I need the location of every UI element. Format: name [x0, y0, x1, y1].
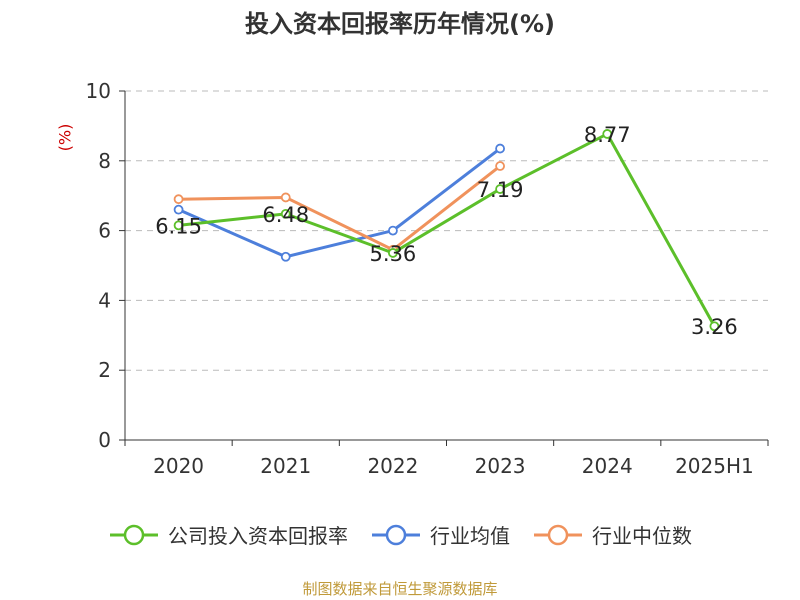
data-point [173, 204, 184, 215]
legend-label-industry-median: 行业中位数 [592, 524, 692, 548]
series-line-2 [178, 164, 502, 252]
series-line-1 [177, 147, 501, 259]
x-tick-label: 2025H1 [675, 454, 754, 478]
y-tick-label: 10 [86, 79, 111, 103]
data-point [388, 248, 398, 258]
y-tick-label: 8 [98, 149, 111, 173]
data-label: 5.36 [370, 242, 417, 266]
data-point [173, 220, 184, 231]
legend-item-industry-median[interactable]: 行业中位数 [532, 520, 692, 549]
data-point [495, 143, 505, 154]
data-point [495, 161, 505, 171]
y-tick-label: 4 [98, 288, 111, 312]
y-tick-label: 0 [98, 428, 111, 452]
x-tick-label: 2022 [367, 454, 418, 478]
data-source-note: 制图数据来自恒生聚源数据库 [302, 580, 498, 598]
data-label: 6.15 [155, 214, 202, 238]
x-tick-label: 2023 [475, 454, 526, 478]
legend-item-company[interactable]: 公司投入资本回报率 [108, 520, 348, 549]
x-tick-label: 2021 [260, 454, 311, 478]
y-tick-label: 2 [98, 358, 111, 382]
legend-label-industry-avg: 行业均值 [430, 524, 510, 548]
data-label: 7.19 [477, 178, 524, 202]
x-tick-label: 2020 [153, 454, 204, 478]
chart-title: 投入资本回报率历年情况(%) [245, 10, 555, 38]
data-point [280, 208, 291, 219]
data-point [280, 192, 291, 203]
data-label: 3.26 [691, 315, 738, 339]
data-point [709, 321, 720, 332]
legend: 公司投入资本回报率 行业均值 行业中位数 [0, 520, 800, 549]
data-point [495, 184, 505, 194]
legend-line-marker-icon [372, 524, 420, 545]
data-point [173, 194, 184, 205]
x-tick-label: 2024 [582, 454, 633, 478]
legend-item-industry-avg[interactable]: 行业均值 [370, 520, 510, 549]
data-point [602, 129, 613, 139]
legend-line-marker-icon [534, 524, 582, 545]
data-point [388, 225, 398, 236]
data-label: 6.48 [262, 203, 309, 227]
y-tick-label: 6 [98, 219, 111, 243]
data-label: 8.77 [584, 123, 631, 147]
legend-line-marker-icon [110, 524, 158, 545]
data-point [280, 251, 291, 262]
series-line-0 [178, 132, 716, 327]
legend-label-company: 公司投入资本回报率 [168, 524, 348, 548]
